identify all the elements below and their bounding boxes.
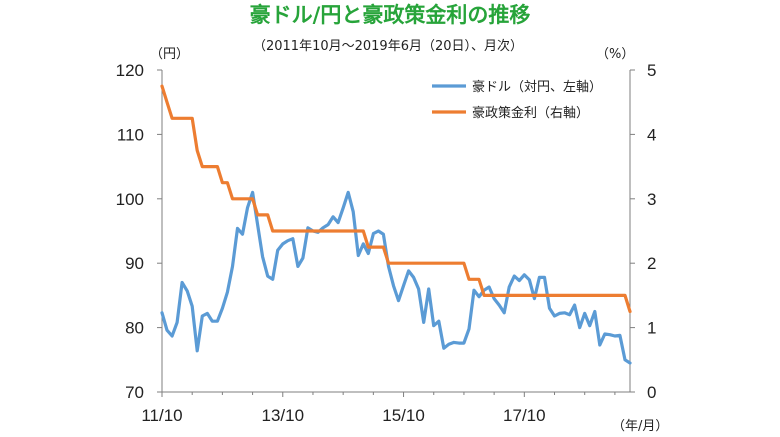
right-tick-label: 5 xyxy=(647,61,656,80)
chart-title: 豪ドル/円と豪政策金利の推移 xyxy=(250,3,531,27)
left-tick-label: 70 xyxy=(125,383,144,402)
x-tick-label: 13/10 xyxy=(262,406,305,425)
x-axis-unit: （年/月） xyxy=(612,419,668,434)
chart-subtitle: （2011年10月～2019年6月（20日）、月次） xyxy=(253,38,523,54)
right-tick-label: 4 xyxy=(647,125,656,144)
x-tick-label: 11/10 xyxy=(141,406,182,425)
right-axis-unit: （%） xyxy=(596,47,634,62)
left-tick-label: 120 xyxy=(116,61,144,80)
axes xyxy=(157,69,635,397)
left-axis-unit: （円） xyxy=(150,47,189,62)
x-tick-label: 17/10 xyxy=(503,406,546,425)
right-tick-label: 1 xyxy=(647,319,656,338)
right-tick-label: 3 xyxy=(647,190,656,209)
x-tick-label: 15/10 xyxy=(382,406,425,425)
series-lines xyxy=(160,84,632,365)
right-tick-label: 2 xyxy=(647,254,656,273)
legend-label: 豪政策金利（右軸） xyxy=(472,105,589,121)
aud-jpy-line xyxy=(160,190,632,365)
policy-rate-line xyxy=(160,84,632,314)
left-tick-label: 100 xyxy=(116,190,144,209)
right-tick-label: 0 xyxy=(647,383,656,402)
legend-label: 豪ドル（対円、左軸） xyxy=(472,79,602,95)
left-tick-label: 80 xyxy=(125,319,144,338)
legend: 豪ドル（対円、左軸） 豪政策金利（右軸） xyxy=(432,79,602,121)
left-tick-label: 90 xyxy=(125,254,144,273)
tick-labels: 70 80 90 100 110 120 0 1 2 3 4 5 11/10 13/10 15/10 17/1… xyxy=(116,61,657,425)
left-tick-label: 110 xyxy=(117,125,144,144)
